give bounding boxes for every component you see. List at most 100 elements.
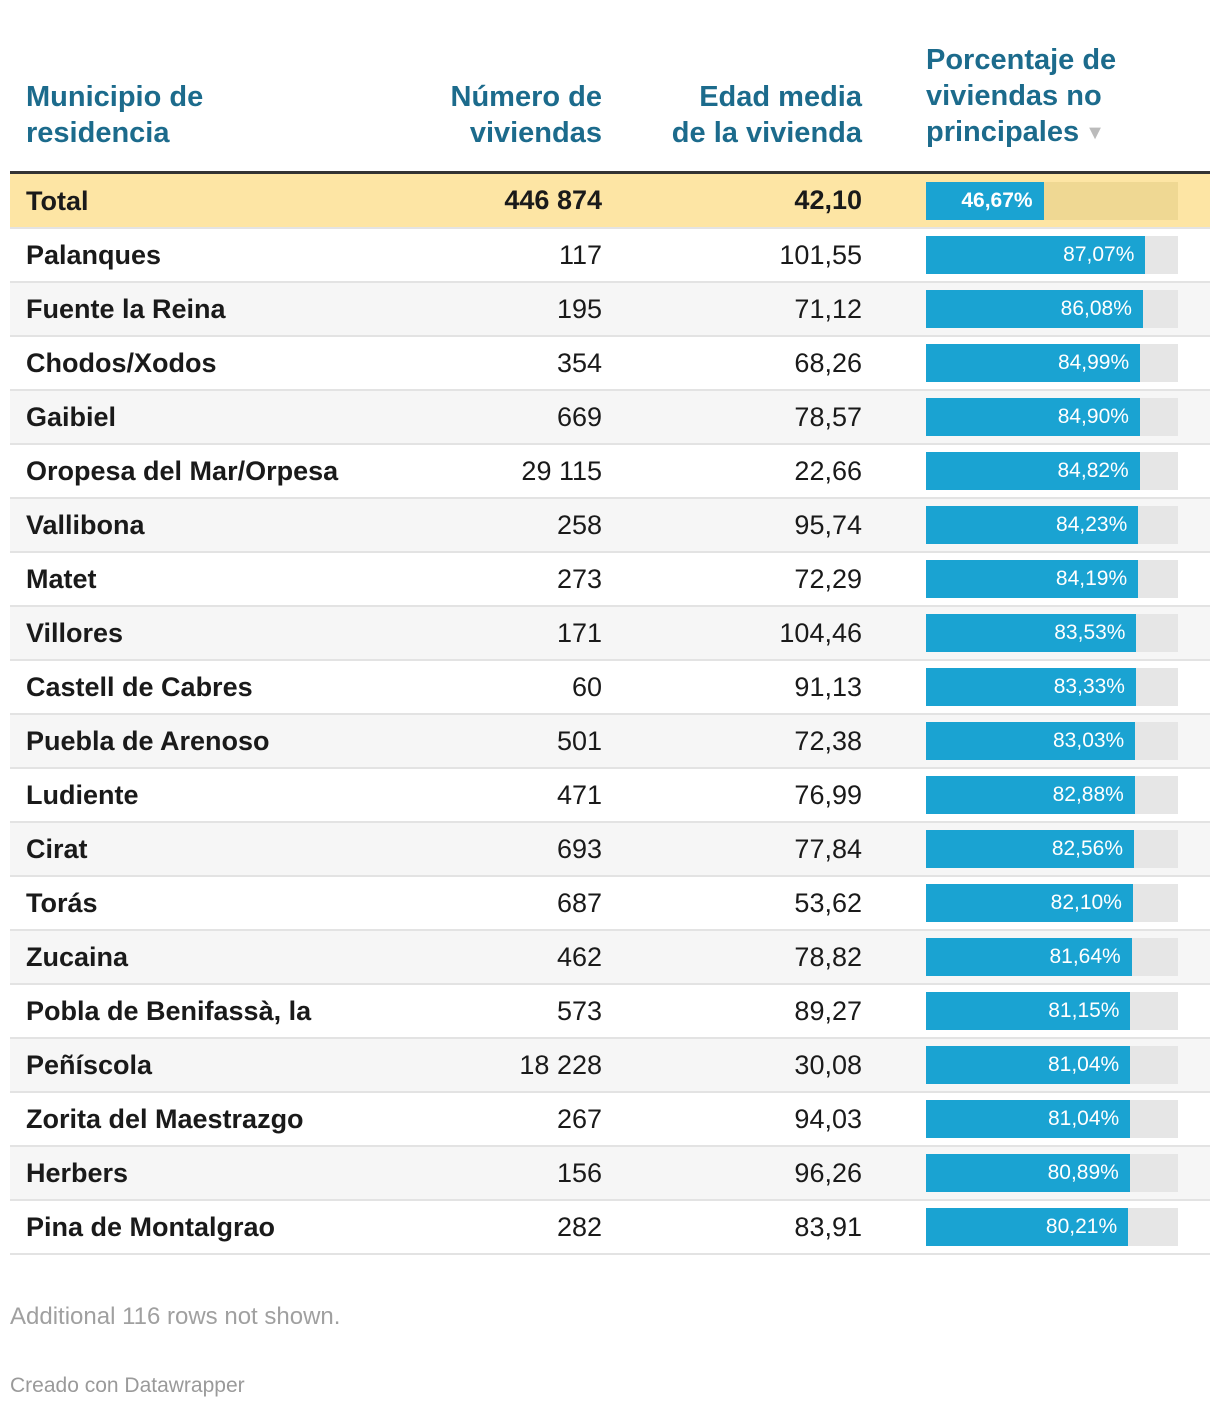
municipio-cell: Torás [26,888,98,918]
edad-cell: 30,08 [794,1049,862,1080]
municipio-cell: Fuente la Reina [26,294,226,324]
viviendas-cell: 171 [556,617,602,648]
viviendas-cell: 462 [556,941,602,972]
bar-fill: 82,10% [926,884,1133,922]
data-table: Municipio de residencia Número de vivienda… [10,0,1210,1255]
porcentaje-bar-cell: 83,33% [926,661,1178,713]
bar-fill: 80,21% [926,1208,1129,1246]
bar-fill: 80,89% [926,1154,1130,1192]
viviendas-cell: 156 [556,1157,602,1188]
total-edad: 42,10 [794,185,862,215]
edad-cell: 95,74 [794,509,862,540]
edad-cell: 89,27 [794,995,862,1026]
bar-fill: 84,90% [926,398,1140,436]
table-row: Ludiente 471 76,99 82,88% [10,769,1210,823]
viviendas-cell: 573 [556,995,602,1026]
edad-cell: 83,91 [794,1211,862,1242]
viviendas-cell: 354 [556,347,602,378]
porcentaje-bar-cell: 82,10% [926,877,1178,929]
municipio-cell: Ludiente [26,780,139,810]
table-row: Pobla de Benifassà, la 573 89,27 81,15% [10,985,1210,1039]
porcentaje-bar-cell: 81,64% [926,931,1178,983]
bar-track: 84,23% [926,506,1178,544]
edad-cell: 71,12 [794,293,862,324]
bar-fill: 81,04% [926,1100,1131,1138]
table-row: Vallibona 258 95,74 84,23% [10,499,1210,553]
bar-track: 83,33% [926,668,1178,706]
bar-track: 83,53% [926,614,1178,652]
table-row: Pina de Montalgrao 282 83,91 80,21% [10,1201,1210,1255]
bar-fill: 84,99% [926,344,1141,382]
edad-cell: 101,55 [779,239,862,270]
column-header-edad-media[interactable]: Edad media de la vivienda [671,81,862,149]
column-header-municipio[interactable]: Municipio de residencia [26,81,204,149]
edad-cell: 78,57 [794,401,862,432]
porcentaje-bar-cell: 86,08% [926,283,1178,335]
bar-fill: 82,88% [926,776,1135,814]
viviendas-cell: 687 [556,887,602,918]
bar-value-label: 83,53% [1054,621,1126,644]
bar-fill: 46,67% [926,181,1044,220]
edad-cell: 94,03 [794,1103,862,1134]
edad-cell: 72,29 [794,563,862,594]
bar-value-label: 84,19% [1055,567,1128,590]
column-header-porcentaje[interactable]: Porcentaje de viviendas no principales ▼ [926,44,1117,148]
porcentaje-bar-cell: 80,21% [926,1201,1178,1253]
bar-fill: 87,07% [926,236,1146,274]
bar-track: 80,89% [926,1154,1178,1192]
viviendas-cell: 501 [556,725,602,756]
viviendas-cell: 282 [556,1211,602,1242]
bar-track: 84,90% [926,398,1178,436]
edad-cell: 22,66 [794,455,862,486]
bar-track: 84,99% [926,344,1178,382]
bar-value-label: 82,88% [1052,783,1124,806]
bar-track: 86,08% [926,290,1178,328]
porcentaje-bar-cell: 83,53% [926,607,1178,659]
bar-fill: 84,19% [926,560,1139,598]
table-row: Herbers 156 96,26 80,89% [10,1147,1210,1201]
edad-cell: 72,38 [794,725,862,756]
bar-fill: 86,08% [926,290,1143,328]
table-row: Castell de Cabres 60 91,13 83,33% [10,661,1210,715]
bar-track: 81,04% [926,1100,1178,1138]
table-row: Villores 171 104,46 83,53% [10,607,1210,661]
edad-cell: 96,26 [794,1157,862,1188]
sort-descending-icon[interactable]: ▼ [1085,122,1105,144]
municipio-cell: Gaibiel [26,402,117,432]
bar-track: 81,15% [926,992,1178,1030]
bar-track: 83,03% [926,722,1178,760]
bar-track: 87,07% [926,236,1178,274]
porcentaje-bar-cell: 82,56% [926,823,1178,875]
bar-track: 84,82% [926,452,1178,490]
bar-value-label: 81,04% [1047,1053,1120,1076]
municipio-cell: Castell de Cabres [26,672,253,702]
porcentaje-bar-cell: 84,90% [926,391,1178,443]
municipio-cell: Pina de Montalgrao [26,1212,276,1242]
bar-track: 46,67% [926,181,1178,220]
municipio-cell: Oropesa del Mar/Orpesa [26,456,339,486]
viviendas-cell: 195 [556,293,602,324]
bar-fill: 83,03% [926,722,1136,760]
bar-value-label: 84,99% [1057,351,1130,374]
bar-value-label: 86,08% [1060,297,1132,320]
table-row: Cirat 693 77,84 82,56% [10,823,1210,877]
bar-value-label: 84,90% [1057,405,1129,428]
table-row: Fuente la Reina 195 71,12 86,08% [10,283,1210,337]
total-viviendas: 446 874 [504,185,602,215]
bar-track: 81,04% [926,1046,1178,1084]
porcentaje-bar-cell: 80,89% [926,1147,1178,1199]
municipio-cell: Puebla de Arenoso [26,726,270,756]
bar-fill: 81,15% [926,992,1131,1030]
total-row: Total 446 874 42,10 46,67% [10,174,1210,229]
edad-cell: 68,26 [794,347,862,378]
porcentaje-bar-cell: 87,07% [926,229,1178,281]
edad-cell: 104,46 [779,617,862,648]
viviendas-cell: 29 115 [521,455,602,486]
porcentaje-bar-cell: 82,88% [926,769,1178,821]
datawrapper-credit[interactable]: Creado con Datawrapper [10,1374,245,1397]
porcentaje-bar-cell: 84,19% [926,553,1178,605]
bar-value-label: 82,56% [1051,837,1124,860]
bar-value-label: 81,04% [1047,1107,1120,1130]
column-header-numero-viviendas[interactable]: Número de viviendas [450,81,602,149]
edad-cell: 76,99 [794,779,862,810]
